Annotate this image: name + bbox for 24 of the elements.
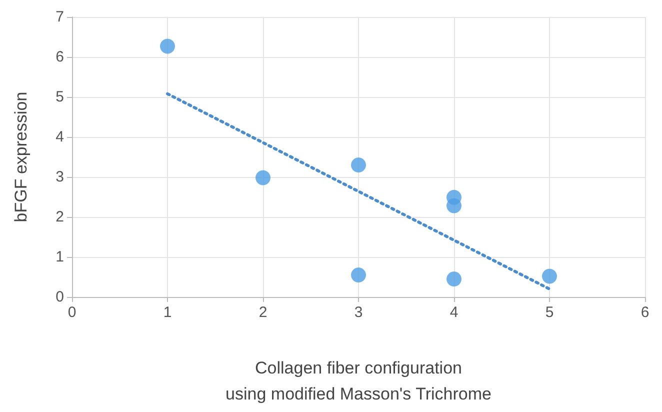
y-tick-label: 2 [56,208,64,226]
x-axis-title: Collagen fiber configuration using modified Masson's Trichrome [226,358,492,404]
y-tick-label: 0 [56,288,64,306]
point [351,268,366,282]
y-axis-title: bFGF expression [12,92,30,222]
x-tick-label: 6 [640,304,650,321]
point [446,198,462,214]
y-tick-label: 1 [56,248,64,266]
x-tick-label: 1 [163,304,172,321]
x-tick-label: 0 [68,304,76,321]
point [256,170,270,186]
y-tick-label: 5 [56,88,64,106]
x-tick-label: 4 [450,304,458,321]
point [160,38,175,54]
y-tick-label: 6 [56,48,64,66]
x-tick-label: 3 [354,304,363,321]
x-tick-label: 5 [545,304,554,321]
point [446,272,462,286]
point [351,158,366,172]
y-tick-label: 7 [56,8,64,26]
y-tick-label: 4 [56,128,64,146]
x-tick-label: 2 [258,304,268,321]
y-tick-label: 3 [56,168,64,186]
point [542,268,557,284]
